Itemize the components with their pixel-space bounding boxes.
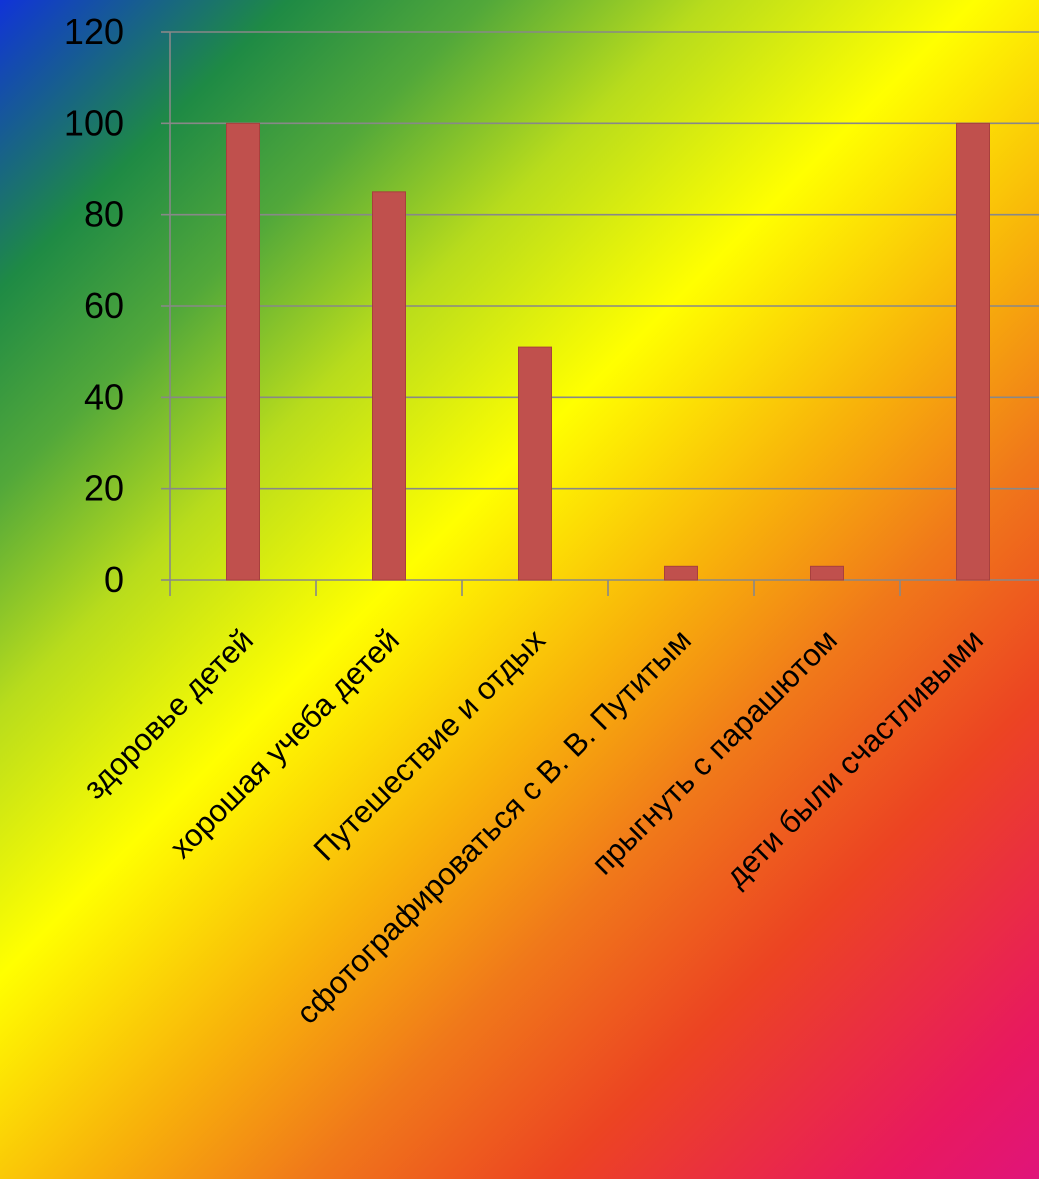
bar	[372, 191, 406, 581]
bars	[226, 122, 990, 581]
x-category-label: дети были счастливыми	[719, 622, 990, 893]
bar	[810, 565, 844, 581]
x-category-label: прыгнуть с парашютом	[585, 622, 844, 881]
bar	[664, 565, 698, 581]
y-tick-label: 20	[84, 468, 124, 509]
y-tick-label: 80	[84, 194, 124, 235]
y-tick-label: 120	[64, 11, 124, 52]
bar	[956, 122, 990, 581]
bar	[226, 122, 260, 581]
y-tick-label: 0	[104, 559, 124, 600]
y-tick-label: 60	[84, 285, 124, 326]
axes	[161, 31, 1039, 596]
bar	[518, 346, 552, 581]
gridlines	[170, 31, 1039, 490]
y-tick-label: 40	[84, 376, 124, 417]
y-tick-label: 100	[64, 102, 124, 143]
y-tick-labels: 0 20 40 60 80 100 120	[64, 11, 124, 600]
